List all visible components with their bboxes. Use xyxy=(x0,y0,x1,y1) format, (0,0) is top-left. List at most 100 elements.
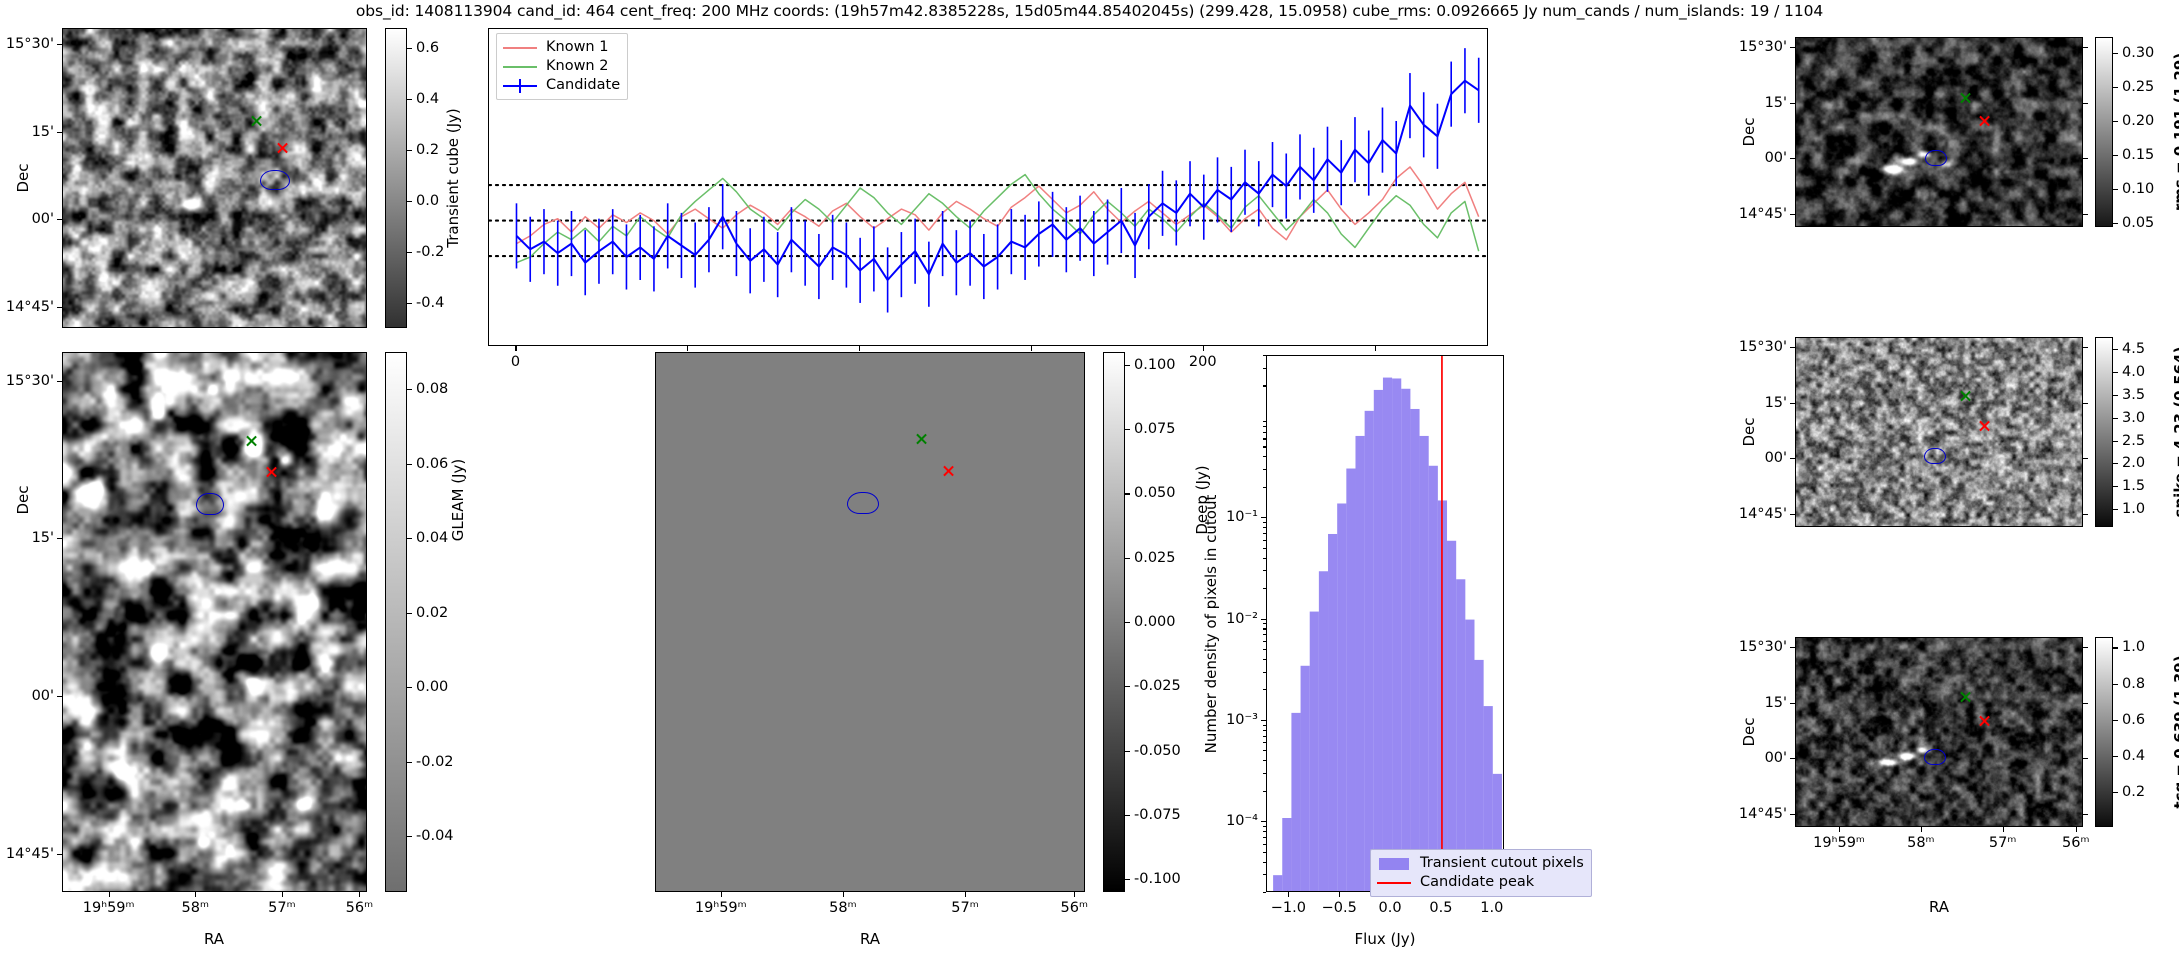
flux-histogram-yminortick xyxy=(1263,729,1266,731)
deep-xticklabel: 56ᵐ xyxy=(1060,900,1089,916)
deep-cbticklabel: 0.075 xyxy=(1134,421,1176,438)
island-contour xyxy=(196,493,224,515)
spike-cbticklabel: 3.0 xyxy=(2122,409,2146,426)
rms-yticklabel: 00' xyxy=(1764,150,1787,167)
transient-cube-colorbar[interactable] xyxy=(385,28,407,328)
flux-histogram-yminortick xyxy=(1263,689,1266,691)
gleam-cbticklabel: 0.02 xyxy=(416,604,449,621)
gleam-cbticklabel: 0.00 xyxy=(416,679,449,696)
flux-histogram-yminortick xyxy=(1263,750,1266,752)
spike-cbticklabel: 1.5 xyxy=(2122,478,2146,495)
legend-item-candidate-peak: Candidate peak xyxy=(1377,873,1584,892)
panel-spike[interactable] xyxy=(1795,337,2083,527)
spike-yticklabel: 14°45' xyxy=(1738,505,1787,522)
histogram-bar xyxy=(1328,533,1338,891)
tcg-cbtick xyxy=(2113,719,2118,721)
spike-colorbar[interactable] xyxy=(2095,337,2113,527)
panel-flux-histogram[interactable] xyxy=(1266,355,1504,892)
transient-cube-cbtick xyxy=(407,99,412,101)
tcg-ytick xyxy=(1790,647,1795,649)
gleam-colorbar[interactable] xyxy=(385,352,407,892)
gleam-cbtick xyxy=(407,538,412,540)
deep-cbticklabel: 0.000 xyxy=(1134,614,1176,630)
known1-swatch xyxy=(503,41,537,55)
deep-colorbar[interactable] xyxy=(1103,352,1125,892)
spike-cbtick xyxy=(2113,394,2118,397)
tcg-xticklabel: 56ᵐ xyxy=(2062,835,2090,851)
histogram-bar xyxy=(1291,712,1301,891)
deep-cbtick xyxy=(1125,750,1130,752)
spike-colorbar-label: spike = 4.23 (0.564) xyxy=(2171,346,2179,518)
panel-tcg[interactable] xyxy=(1795,637,2083,827)
flux-histogram-xtick xyxy=(1288,892,1290,897)
spike-cbticklabel: 2.0 xyxy=(2122,455,2146,472)
tcg-xlabel: RA xyxy=(1928,898,1950,916)
transient-cube-yticklabel: 14°45' xyxy=(5,298,54,315)
lightcurve-xtick xyxy=(687,346,689,351)
spike-ytick xyxy=(1790,513,1795,515)
flux-histogram-yminortick xyxy=(1263,420,1266,422)
histogram-bar xyxy=(1492,773,1502,891)
minor-ytick xyxy=(2083,758,2088,760)
rms-colorbar[interactable] xyxy=(2095,37,2113,227)
histogram-bar xyxy=(1346,468,1356,891)
panel-lightcurve[interactable] xyxy=(488,28,1488,346)
lightcurve-plot xyxy=(489,48,1487,313)
transient-cube-cbtick xyxy=(407,48,412,50)
panel-deep[interactable] xyxy=(655,352,1085,892)
rms-cbtick xyxy=(2113,154,2118,156)
panel-transient-cube[interactable] xyxy=(62,28,367,328)
gleam-yticklabel: 00' xyxy=(31,687,54,704)
rms-ylabel: Dec xyxy=(1740,117,1758,147)
panel-gleam[interactable] xyxy=(62,352,367,892)
candidate-swatch xyxy=(503,78,537,93)
tcg-colorbar-label: tcg = 0.639 (1.39) xyxy=(2171,655,2179,809)
flux-histogram-yticklabel: 10⁻³ xyxy=(1226,711,1258,728)
deep-cbtick xyxy=(1125,493,1130,495)
deep-xticklabel: 57ᵐ xyxy=(951,900,979,916)
gleam-cbticklabel: -0.02 xyxy=(416,753,454,770)
lightcurve-xticklabel: 0 xyxy=(510,354,521,370)
tcg-ytick xyxy=(1790,813,1795,815)
gleam-cbticklabel: 0.04 xyxy=(416,530,449,547)
deep-xticklabel: 58ᵐ xyxy=(829,900,857,916)
flux-histogram-yminortick xyxy=(1263,446,1266,448)
flux-histogram-yminortick xyxy=(1263,425,1266,427)
legend-label-known2: Known 2 xyxy=(546,58,609,74)
gleam-cbticklabel: 0.08 xyxy=(416,381,449,398)
flux-histogram-yminortick xyxy=(1263,547,1266,549)
tcg-cbticklabel: 0.6 xyxy=(2122,711,2146,728)
transient-cube-colorbar-label: Transient cube (Jy) xyxy=(444,108,462,248)
deep-cbtick xyxy=(1125,879,1130,881)
gleam-ytick xyxy=(57,538,62,540)
known2-swatch xyxy=(503,60,537,74)
transient-cube-ytick xyxy=(57,43,62,45)
rms-cbticklabel: 0.10 xyxy=(2122,180,2155,197)
flux-histogram-legend[interactable]: Transient cutout pixels Candidate peak xyxy=(1370,849,1592,897)
flux-histogram-yminortick xyxy=(1263,874,1266,876)
rms-cbticklabel: 0.20 xyxy=(2122,112,2155,129)
minor-ytick xyxy=(2083,458,2088,460)
tcg-image xyxy=(1796,638,2082,826)
spike-cbticklabel: 4.0 xyxy=(2122,364,2146,381)
tcg-cbticklabel: 0.8 xyxy=(2122,675,2146,692)
panel-rms[interactable] xyxy=(1795,37,2083,227)
transient-cube-ytick xyxy=(57,131,62,133)
lightcurve-legend[interactable]: Known 1 Known 2 Candidate xyxy=(496,33,629,100)
gleam-colorbar-label: GLEAM (Jy) xyxy=(449,458,467,542)
lightcurve-xtick xyxy=(515,346,517,351)
flux-histogram-yminortick xyxy=(1263,570,1266,572)
flux-histogram-yminortick xyxy=(1263,634,1266,636)
rms-cbtick xyxy=(2113,222,2118,224)
spike-cbticklabel: 1.0 xyxy=(2122,500,2146,517)
gleam-cbtick xyxy=(407,612,412,614)
gleam-image xyxy=(63,353,366,891)
spike-yticklabel: 15°30' xyxy=(1738,339,1787,356)
tcg-colorbar[interactable] xyxy=(2095,637,2113,827)
spike-cbtick xyxy=(2113,508,2118,511)
histogram-bar xyxy=(1456,579,1466,891)
transient-cube-cbticklabel: -0.4 xyxy=(416,294,445,311)
flux-histogram-yminortick xyxy=(1263,861,1266,863)
flux-histogram-yminortick xyxy=(1263,649,1266,651)
spike-ylabel: Dec xyxy=(1740,417,1758,447)
